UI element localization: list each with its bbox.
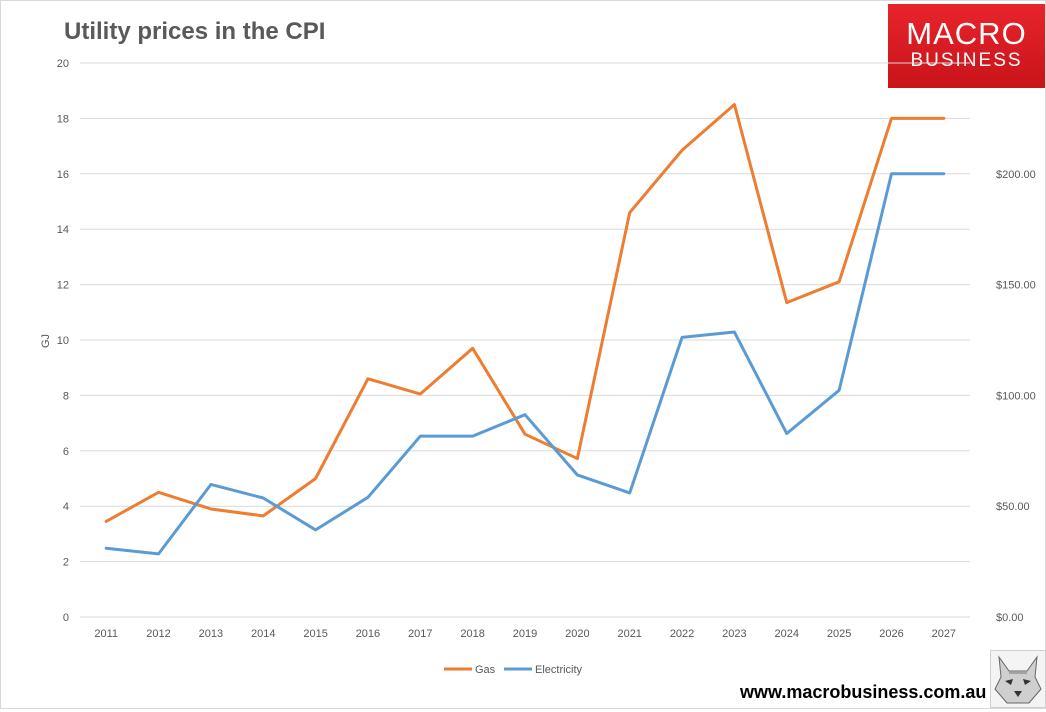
series-line-gas: [104, 103, 946, 523]
wolf-mascot-image: [990, 650, 1046, 708]
y2-tick-label: $150.00: [996, 280, 1036, 292]
x-tick-label: 2018: [460, 628, 484, 640]
y-tick-label: 18: [57, 113, 69, 125]
x-tick-label: 2025: [827, 628, 851, 640]
y-tick-label: 4: [63, 501, 69, 513]
y-axis-title: GJ: [40, 334, 52, 348]
y-tick-label: 12: [57, 280, 69, 292]
x-tick-label: 2016: [356, 628, 380, 640]
y-axis-left-ticks: 0 2 4 6 8 10 12 14 16 18 20: [57, 58, 69, 624]
gridlines: [80, 62, 970, 618]
website-url: www.macrobusiness.com.au: [740, 682, 987, 702]
logo-line-1: MACRO: [906, 16, 1027, 51]
x-tick-label: 2012: [146, 628, 170, 640]
x-tick-label: 2020: [565, 628, 589, 640]
x-axis-ticks: 2011 2012 2013 2014 2015 2016 2017 2018 2019 2020…: [94, 628, 956, 640]
x-tick-label: 2026: [879, 628, 903, 640]
x-tick-label: 2021: [617, 628, 641, 640]
y-tick-label: 10: [57, 335, 69, 347]
series-line-electricity: [104, 172, 946, 556]
y-tick-label: 6: [63, 446, 69, 458]
y2-tick-label: $50.00: [996, 501, 1030, 513]
macro-business-logo: MACRO BUSINESS: [888, 4, 1045, 88]
y2-tick-label: $0.00: [996, 612, 1024, 624]
y2-tick-label: $200.00: [996, 169, 1036, 181]
y-tick-label: 14: [57, 224, 69, 236]
x-tick-label: 2011: [94, 628, 118, 640]
y-tick-label: 8: [63, 390, 69, 402]
chart-title: Utility prices in the CPI: [64, 18, 326, 45]
x-tick-label: 2017: [408, 628, 432, 640]
x-tick-label: 2022: [670, 628, 694, 640]
y-tick-label: 16: [57, 169, 69, 181]
legend: Gas Electricity: [444, 664, 583, 676]
legend-label-electricity: Electricity: [535, 664, 583, 676]
x-tick-label: 2014: [251, 628, 275, 640]
y-tick-label: 0: [63, 612, 69, 624]
x-tick-label: 2013: [199, 628, 223, 640]
x-tick-label: 2019: [513, 628, 537, 640]
y-tick-label: 20: [57, 58, 69, 70]
x-tick-label: 2027: [932, 628, 956, 640]
x-tick-label: 2023: [722, 628, 746, 640]
y-axis-right-ticks: $0.00 $50.00 $100.00 $150.00 $200.00: [996, 169, 1036, 624]
wolf-icon: [994, 655, 1042, 704]
y-tick-label: 2: [63, 557, 69, 569]
x-tick-label: 2015: [303, 628, 327, 640]
y2-tick-label: $100.00: [996, 390, 1036, 402]
logo-line-2: BUSINESS: [910, 50, 1023, 71]
series-lines: [104, 103, 946, 556]
legend-label-gas: Gas: [475, 664, 496, 676]
x-tick-label: 2024: [775, 628, 799, 640]
